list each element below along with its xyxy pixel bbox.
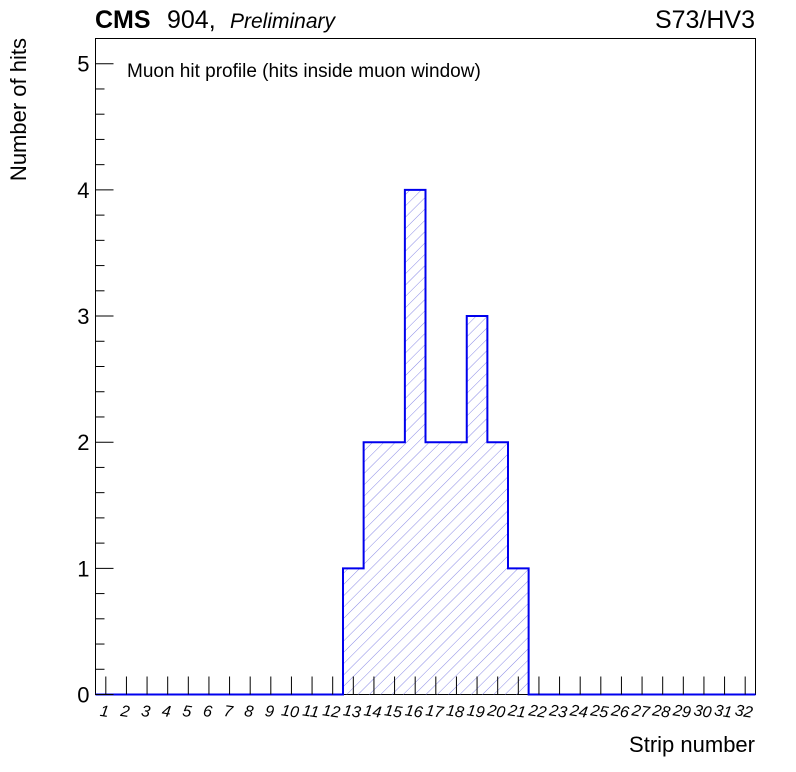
x-tick-label: 8 [243,703,254,721]
x-tick-label: 23 [547,702,568,721]
status-label: Preliminary [230,10,337,33]
plot-title: Muon hit profile (hits inside muon windo… [127,61,481,82]
y-tick-label: 2 [77,430,89,455]
y-axis-ticks: 0 1 2 3 4 5 [77,52,114,708]
x-tick-label: 18 [445,702,465,721]
x-tick-label: 5 [181,703,192,721]
x-tick-label: 21 [506,702,527,721]
x-tick-label: 26 [609,702,630,721]
x-tick-label: 10 [280,702,300,721]
x-tick-label: 15 [383,702,403,721]
y-tick-label: 3 [77,304,89,329]
x-tick-label: 14 [363,702,383,721]
x-axis-ticks: 1 2 3 4 5 6 7 8 9 10 11 12 13 14 15 16 17 18 19 20 21 22 23 24 2… [99,676,754,722]
y-tick-label: 4 [77,178,89,203]
y-tick-label: 5 [77,52,89,77]
site-label: 904, [167,6,216,34]
y-axis-title: Number of hits [6,38,31,181]
y-tick-label: 0 [77,683,89,708]
x-tick-label: 11 [301,702,320,721]
x-tick-label: 1 [99,703,110,721]
experiment-label: CMS [95,6,151,34]
x-axis-title: Strip number [629,732,755,757]
x-tick-label: 20 [485,702,506,721]
x-tick-label: 25 [588,702,609,721]
x-tick-label: 24 [568,702,589,721]
x-tick-label: 28 [650,702,671,721]
x-tick-label: 16 [404,702,424,721]
x-tick-label: 31 [713,702,733,721]
x-tick-label: 17 [424,702,445,721]
histogram-line [95,188,756,696]
x-tick-label: 30 [693,702,713,721]
x-tick-label: 3 [140,703,151,721]
run-label: S73/HV3 [655,6,755,34]
x-tick-label: 12 [321,702,341,721]
x-tick-label: 13 [342,702,362,721]
x-tick-label: 19 [466,702,486,721]
x-tick-label: 9 [264,703,275,721]
y-tick-label: 1 [77,556,89,581]
x-tick-label: 29 [671,702,692,721]
x-tick-label: 6 [202,703,213,721]
x-tick-label: 22 [527,702,548,721]
x-tick-label: 7 [223,703,235,721]
x-tick-label: 32 [734,702,754,721]
x-tick-label: 4 [161,703,172,721]
x-tick-label: 2 [118,703,130,721]
x-tick-label: 27 [630,702,652,722]
